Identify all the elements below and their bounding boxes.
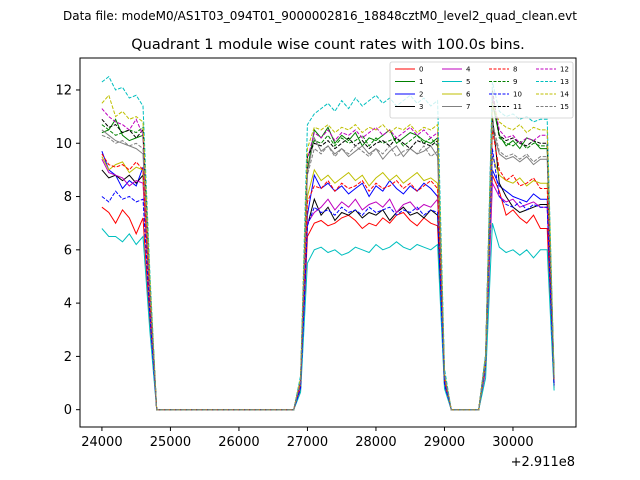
x-tick-label: 24000 bbox=[81, 435, 122, 450]
y-tick-label: 0 bbox=[64, 403, 72, 418]
series-line-0 bbox=[101, 175, 555, 411]
legend-box bbox=[389, 61, 574, 119]
x-tick-label: 29000 bbox=[424, 435, 465, 450]
legend-label-12: 12 bbox=[560, 66, 569, 74]
legend-label-13: 13 bbox=[560, 78, 569, 86]
x-tick-label: 30000 bbox=[492, 435, 533, 450]
legend-label-0: 0 bbox=[419, 66, 423, 74]
y-tick-label: 6 bbox=[64, 243, 72, 258]
y-tick-label: 4 bbox=[64, 297, 72, 312]
legend-label-4: 4 bbox=[466, 66, 471, 74]
x-tick-label: 28000 bbox=[355, 435, 396, 450]
x-offset-label: +2.911e8 bbox=[511, 455, 575, 470]
legend-label-11: 11 bbox=[513, 103, 522, 111]
legend-label-3: 3 bbox=[419, 103, 423, 111]
y-tick-label: 12 bbox=[55, 83, 72, 98]
legend-label-9: 9 bbox=[513, 78, 517, 86]
x-tick-label: 25000 bbox=[150, 435, 191, 450]
y-tick-label: 8 bbox=[64, 190, 72, 205]
legend-label-7: 7 bbox=[466, 103, 470, 111]
series-line-15 bbox=[101, 121, 555, 411]
legend-label-8: 8 bbox=[513, 66, 517, 74]
plot-frame bbox=[79, 57, 577, 428]
chart-title: Quadrant 1 module wise count rates with … bbox=[131, 37, 525, 53]
legend-label-5: 5 bbox=[466, 78, 470, 86]
x-tick-label: 26000 bbox=[218, 435, 259, 450]
y-tick-label: 10 bbox=[55, 137, 72, 152]
legend-label-6: 6 bbox=[466, 91, 471, 99]
y-tick-label: 2 bbox=[64, 350, 72, 365]
legend-label-14: 14 bbox=[560, 91, 569, 99]
legend-label-15: 15 bbox=[560, 103, 569, 111]
x-tick-label: 27000 bbox=[287, 435, 328, 450]
legend-label-10: 10 bbox=[513, 91, 522, 99]
legend-label-2: 2 bbox=[419, 91, 423, 99]
legend-label-1: 1 bbox=[419, 78, 423, 86]
suptitle: Data file: modeM0/AS1T03_094T01_90000028… bbox=[63, 9, 577, 23]
